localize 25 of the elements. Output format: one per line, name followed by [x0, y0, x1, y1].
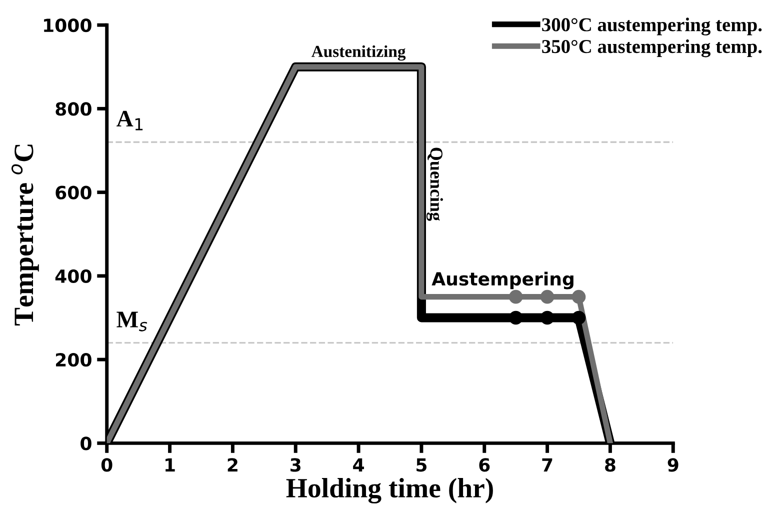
annotation: Quencing: [426, 148, 444, 221]
annotation: Austenitizing: [311, 45, 406, 61]
y-tick-label: 400: [55, 269, 92, 284]
x-tick-label: 7: [542, 458, 552, 472]
annotation: Austempering: [432, 272, 574, 290]
ref-line-label: A$_{1}$: [116, 110, 143, 130]
x-tick-label: 9: [668, 458, 678, 472]
y-tick-label: 1000: [44, 18, 92, 32]
x-tick-label: 2: [228, 458, 238, 472]
x-axis-title: Holding time (hr): [286, 478, 493, 504]
x-tick-label: 0: [101, 458, 112, 472]
x-tick-label: 6: [479, 458, 490, 472]
y-axis-title: Temperture $^{o}$C: [11, 144, 39, 326]
x-tick-label: 1: [166, 458, 175, 472]
x-tick-label: 8: [605, 458, 616, 472]
legend-label: 350°C austempering temp.: [542, 39, 762, 58]
y-tick-label: 600: [56, 186, 92, 200]
ref-line-label: M$_{s}$: [116, 312, 148, 332]
x-tick-label: 3: [290, 458, 300, 472]
y-tick-label: 800: [56, 102, 92, 116]
y-tick-label: 0: [80, 436, 92, 450]
y-tick-label: 200: [56, 353, 92, 367]
legend-label: 300°C austempering temp.: [542, 18, 762, 36]
x-tick-label: 4: [353, 458, 364, 472]
x-tick-label: 5: [416, 458, 426, 472]
